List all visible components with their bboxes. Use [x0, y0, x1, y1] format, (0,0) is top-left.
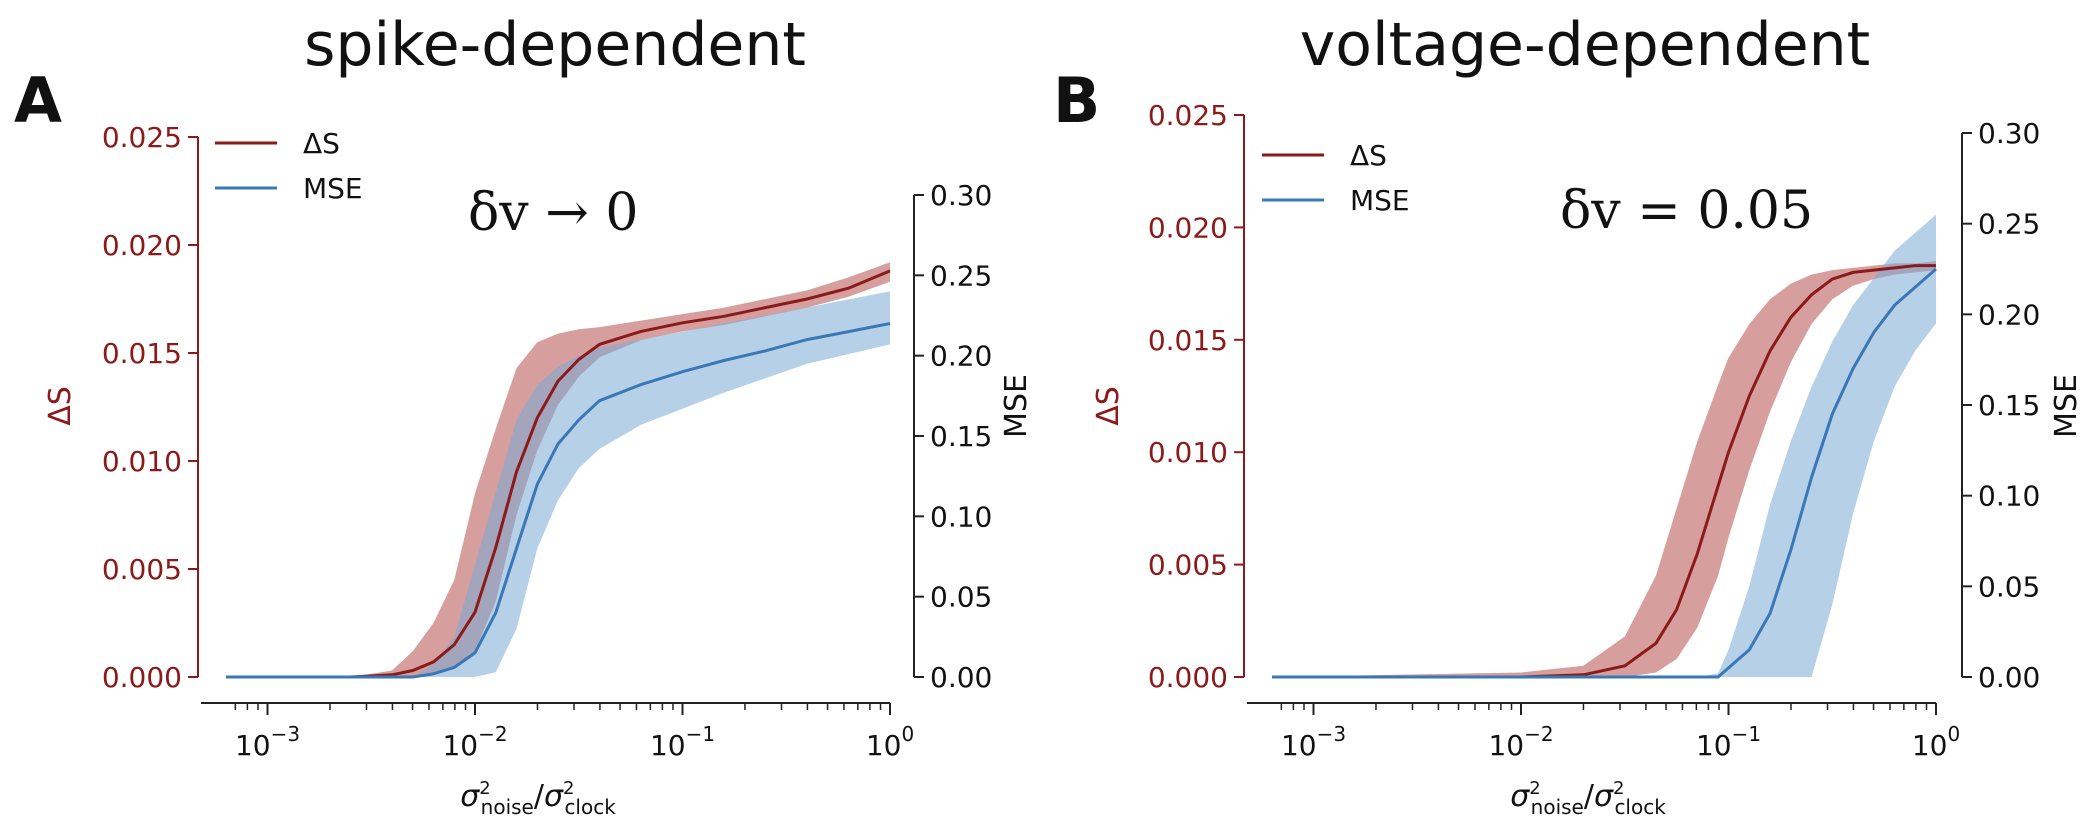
panel-a-left-tick-label: 0.010 — [102, 445, 182, 478]
panel-b-left-tick-label: 0.025 — [1148, 99, 1228, 132]
panel-a-right-tick-label: 0.15 — [930, 420, 992, 453]
panel-a-left-tick-label: 0.000 — [102, 661, 182, 694]
panel-a-left-ylabel: ΔS — [43, 386, 78, 426]
panel-b-x-tick-label: 10−2 — [1488, 722, 1553, 762]
panel-a-x-tick-label: 10−3 — [235, 722, 300, 762]
panel-b-right-tick-label: 0.00 — [1978, 661, 2040, 694]
panel-a-legend-label-delta-s: ΔS — [303, 127, 340, 160]
panel-a-xlabel: σ2 noise/σ2 clock — [460, 778, 616, 819]
panel-a-delta-s-line — [226, 269, 891, 679]
panel-b-left-tick-label: 0.015 — [1148, 324, 1228, 357]
panel-a-right-ylabel: MSE — [999, 374, 1034, 438]
panel-b-legend-label-delta-s: ΔS — [1350, 139, 1387, 172]
panel-b-left-tick-label: 0.020 — [1148, 211, 1228, 244]
panel-b-x-tick-label: 10−3 — [1281, 722, 1346, 762]
panel-b-right-tick-label: 0.15 — [1978, 389, 2040, 422]
panel-a-right-tick-label: 0.10 — [930, 500, 992, 533]
panel-a-left-tick-label: 0.015 — [102, 337, 182, 370]
panel-b-legend-label-mse: MSE — [1350, 184, 1410, 217]
panel-a-mse-band — [226, 291, 890, 677]
panel-b-right-tick-label: 0.25 — [1978, 208, 2040, 241]
panel-a-left-tick-label: 0.020 — [102, 229, 182, 262]
panel-b-mse-band — [1272, 214, 1936, 677]
panel-b-title: voltage-dependent — [1300, 10, 1870, 80]
panel-a-plot: 0.000 0.005 0.010 0.015 0.020 0.025 0.00 0.05 0.… — [102, 121, 993, 762]
panel-b-mse-line — [1272, 267, 1937, 679]
panel-b-letter: B — [1053, 64, 1100, 137]
panel-a-legend-label-mse: MSE — [303, 172, 363, 205]
panel-a-right-tick-label: 0.30 — [930, 179, 992, 212]
panel-a-x-tick-label: 100 — [866, 722, 914, 762]
panel-b-right-tick-label: 0.30 — [1978, 117, 2040, 150]
panel-b-left-tick-label: 0.005 — [1148, 549, 1228, 582]
panel-a-right-tick-label: 0.00 — [930, 661, 992, 694]
panel-b-x-tick-label: 10−1 — [1696, 722, 1761, 762]
panel-b-delta-s-line — [1272, 264, 1936, 679]
panel-b-delta-s-band — [1272, 261, 1936, 677]
panel-a-letter: A — [14, 64, 62, 137]
panel-a-x-tick-label: 10−1 — [650, 722, 715, 762]
panel-a-title: spike-dependent — [304, 10, 806, 80]
panel-a-right-tick-label: 0.20 — [930, 340, 992, 373]
panel-b-right-tick-label: 0.05 — [1978, 570, 2040, 603]
panel-a-right-tick-label: 0.25 — [930, 259, 992, 292]
panel-b-annotation: δv = 0.05 — [1560, 181, 1813, 241]
panel-b-xlabel: σ2 noise/σ2 clock — [1510, 778, 1666, 819]
panel-a-mse-line — [226, 322, 891, 679]
panel-a-annotation: δv → 0 — [468, 183, 638, 243]
panel-b-right-ylabel: MSE — [2049, 374, 2084, 438]
panel-b-left-tick-label: 0.000 — [1148, 661, 1228, 694]
panel-b-plot: 0.000 0.005 0.010 0.015 0.020 0.025 0.00 0.05 0.… — [1148, 99, 2041, 762]
panel-a-left-tick-label: 0.005 — [102, 553, 182, 586]
panel-b-left-tick-label: 0.010 — [1148, 436, 1228, 469]
panel-b-right-tick-label: 0.10 — [1978, 480, 2040, 513]
panel-a-left-tick-label: 0.025 — [102, 121, 182, 154]
panel-a-right-tick-label: 0.05 — [930, 581, 992, 614]
panel-b-left-ylabel: ΔS — [1091, 386, 1126, 426]
panel-b-x-tick-label: 100 — [1912, 722, 1960, 762]
panel-a-delta-s-band — [226, 262, 890, 677]
panel-b-right-tick-label: 0.20 — [1978, 298, 2040, 331]
panel-a-x-tick-label: 10−2 — [442, 722, 507, 762]
